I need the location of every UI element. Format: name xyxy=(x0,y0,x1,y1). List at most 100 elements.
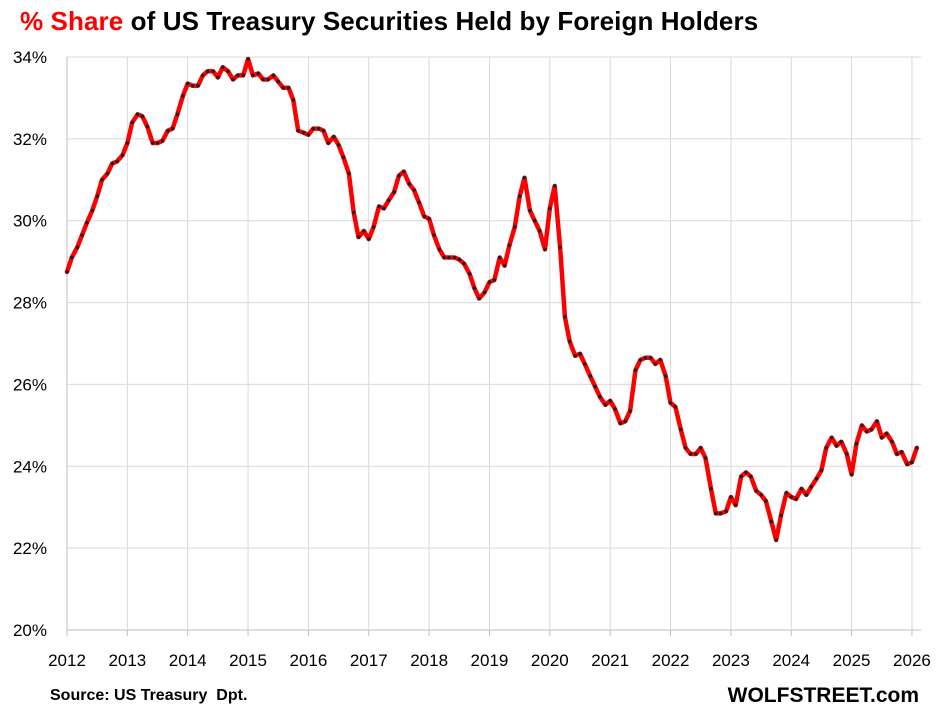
data-point xyxy=(95,194,99,198)
data-point xyxy=(397,173,401,178)
data-point xyxy=(271,73,276,78)
data-point xyxy=(417,200,421,205)
x-tick-label: 2014 xyxy=(169,651,207,670)
data-point xyxy=(558,245,562,250)
x-tick-label: 2016 xyxy=(289,651,327,670)
data-point xyxy=(845,452,849,456)
data-point xyxy=(633,368,638,372)
data-point xyxy=(623,419,628,424)
data-point xyxy=(231,77,235,82)
data-point xyxy=(613,407,617,411)
data-point xyxy=(110,161,115,166)
data-point xyxy=(522,175,527,180)
data-point xyxy=(432,233,436,237)
data-point xyxy=(356,235,361,239)
data-point xyxy=(477,296,482,301)
data-point xyxy=(794,497,798,501)
data-point xyxy=(749,474,753,479)
data-point xyxy=(502,263,507,268)
data-point xyxy=(306,133,311,137)
data-point xyxy=(849,472,854,477)
data-point xyxy=(718,511,723,516)
x-tick-label: 2018 xyxy=(410,651,448,670)
data-point xyxy=(703,456,708,460)
data-point xyxy=(166,128,170,133)
data-point xyxy=(261,77,265,82)
x-tick-label: 2012 xyxy=(48,651,86,670)
data-point xyxy=(311,126,316,131)
data-point xyxy=(377,204,381,209)
data-point xyxy=(105,171,110,176)
data-point xyxy=(211,69,215,74)
data-point xyxy=(552,184,557,188)
data-point xyxy=(864,429,869,434)
data-point xyxy=(679,427,683,432)
data-point xyxy=(427,216,431,221)
data-point xyxy=(236,73,240,78)
data-point xyxy=(135,112,140,117)
chart-title: % Share of US Treasury Securities Held b… xyxy=(20,6,758,37)
data-point xyxy=(583,362,587,366)
data-point xyxy=(683,446,688,450)
data-point xyxy=(175,112,180,117)
x-tick-label: 2024 xyxy=(772,651,810,670)
data-point xyxy=(814,476,819,481)
data-point xyxy=(895,452,899,456)
data-point xyxy=(226,69,230,74)
data-point xyxy=(185,81,190,86)
data-point xyxy=(160,139,165,143)
data-point xyxy=(739,474,743,479)
y-tick-label: 30% xyxy=(13,212,47,231)
data-point xyxy=(382,206,386,211)
data-point xyxy=(593,384,597,389)
data-point xyxy=(336,143,341,147)
data-point xyxy=(809,485,813,489)
data-point xyxy=(663,374,668,379)
data-point xyxy=(386,198,391,203)
data-point xyxy=(201,73,205,78)
data-point xyxy=(497,255,502,260)
data-point xyxy=(412,188,416,192)
data-point xyxy=(216,75,220,80)
data-point xyxy=(205,69,210,74)
x-tick-label: 2026 xyxy=(893,651,931,670)
data-point xyxy=(120,153,125,157)
data-point xyxy=(347,171,351,176)
data-point xyxy=(733,503,738,508)
grid-layer xyxy=(66,56,921,631)
data-point xyxy=(764,499,768,503)
data-point xyxy=(367,237,371,241)
data-point xyxy=(759,493,763,497)
data-point xyxy=(472,286,477,291)
x-tick-label: 2015 xyxy=(229,651,267,670)
chart-title-rest: of US Treasury Securities Held by Foreig… xyxy=(123,6,759,36)
series-line xyxy=(64,56,920,543)
data-point xyxy=(85,221,89,225)
data-point xyxy=(341,155,346,160)
data-point xyxy=(246,57,250,61)
data-point xyxy=(326,141,331,145)
data-point xyxy=(618,421,623,426)
data-point xyxy=(804,493,809,497)
data-point xyxy=(392,190,396,194)
data-point xyxy=(332,135,336,139)
data-point xyxy=(537,229,542,233)
data-point xyxy=(80,233,84,237)
data-point xyxy=(915,446,919,450)
data-point xyxy=(447,255,451,260)
data-point xyxy=(75,245,80,250)
x-tick-label: 2013 xyxy=(108,651,146,670)
data-point xyxy=(256,71,261,76)
data-point xyxy=(281,85,285,90)
data-point xyxy=(563,315,567,319)
data-point xyxy=(603,403,608,407)
data-point xyxy=(251,73,255,78)
data-point xyxy=(839,439,844,444)
y-tick-label: 28% xyxy=(13,294,47,313)
data-point xyxy=(714,511,718,516)
data-point xyxy=(241,73,245,78)
data-point xyxy=(467,272,472,276)
data-point xyxy=(819,468,824,473)
data-point xyxy=(100,178,104,182)
y-tick-label: 34% xyxy=(13,48,47,67)
